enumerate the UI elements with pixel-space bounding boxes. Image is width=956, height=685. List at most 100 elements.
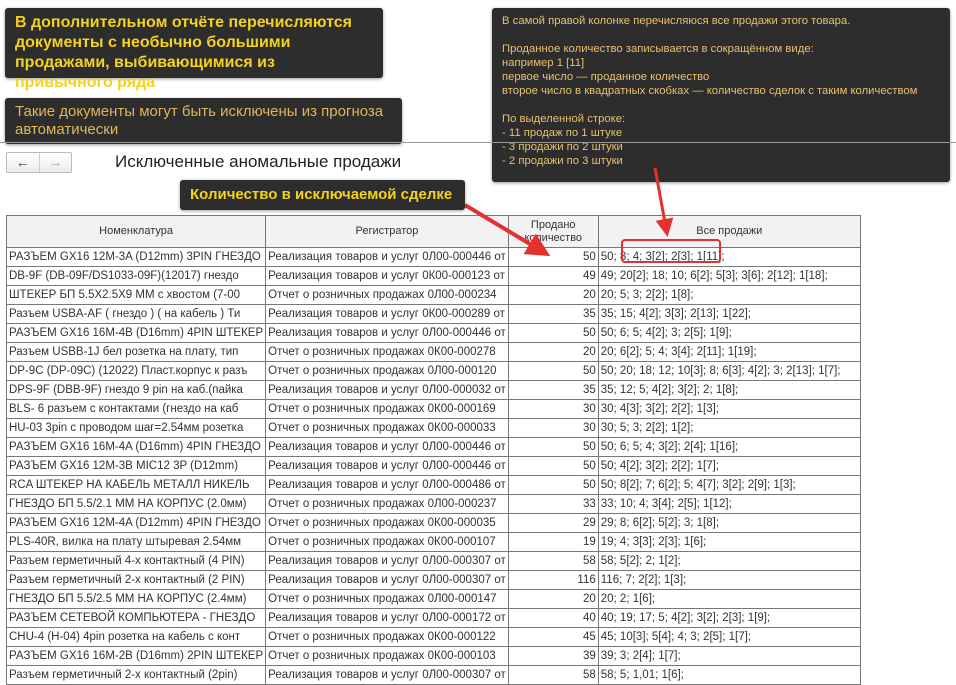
cell-sold-qty: 116 bbox=[507, 570, 599, 590]
cell-sold-qty: 50 bbox=[507, 323, 599, 343]
cell-all-sales: 30; 4[3]; 3[2]; 2[2]; 1[3]; bbox=[597, 399, 861, 419]
cell-nomenclature: RCA ШТЕКЕР НА КАБЕЛЬ МЕТАЛЛ НИКЕЛЬ bbox=[5, 475, 267, 495]
cell-registrator: Отчет о розничных продажах 0К00-000035 bbox=[265, 513, 509, 533]
table-row[interactable]: PLS-40R, вилка на плату штыревая 2.54мм О… bbox=[5, 532, 861, 552]
table-row[interactable]: РАЗЪЕМ СЕТЕВОЙ КОМПЬЮТЕРА - ГНЕЗДО Реализ… bbox=[5, 608, 861, 628]
table-row[interactable]: DP-9C (DP-09C) (12022) Пласт.корпус к ра… bbox=[5, 361, 861, 381]
cell-nomenclature: РАЗЪЕМ GX16 12M-4A (D12mm) 4PIN ГНЕЗДО bbox=[5, 513, 267, 533]
cell-all-sales: 40; 19; 17; 5; 4[2]; 3[2]; 2[3]; 1[9]; bbox=[597, 608, 861, 628]
cell-registrator: Отчет о розничных продажах 0К00-000122 bbox=[265, 627, 509, 647]
table-row[interactable]: RCA ШТЕКЕР НА КАБЕЛЬ МЕТАЛЛ НИКЕЛЬ Реализ… bbox=[5, 475, 861, 495]
cell-registrator: Реализация товаров и услуг 0Л00-000307 о… bbox=[265, 665, 509, 685]
table-row[interactable]: РАЗЪЕМ GX16 16M-4A (D16mm) 4PIN ГНЕЗДО Ре… bbox=[5, 437, 861, 457]
table-row[interactable]: ГНЕЗДО БП 5.5/2.1 ММ НА КОРПУС (2.0мм) От… bbox=[5, 494, 861, 514]
callout-line: например 1 [11] bbox=[502, 57, 585, 69]
cell-sold-qty: 50 bbox=[507, 361, 599, 381]
cell-nomenclature: Разъем герметичный 2-х контактный (2 PIN… bbox=[5, 570, 267, 590]
cell-registrator: Реализация товаров и услуг 0Л00-000446 о… bbox=[265, 437, 509, 457]
callout-line: В самой правой колонке перечисляюся все … bbox=[502, 15, 851, 27]
cell-sold-qty: 58 bbox=[507, 551, 599, 571]
callout-line: второе число в квадратных скобках — коли… bbox=[502, 85, 918, 97]
callout-qty: Количество в исключаемой сделке bbox=[180, 180, 465, 210]
cell-all-sales: 50; 8[2]; 7; 6[2]; 5; 4[7]; 3[2]; 2[9]; … bbox=[597, 475, 861, 495]
cell-all-sales: 35; 15; 4[2]; 3[3]; 2[13]; 1[22]; bbox=[597, 304, 861, 324]
cell-sold-qty: 19 bbox=[507, 532, 599, 552]
cell-registrator: Отчет о розничных продажах 0К00-000107 bbox=[265, 532, 509, 552]
table-row[interactable]: Разъем USBB-1J бел розетка на плату, тип… bbox=[5, 342, 861, 362]
cell-registrator: Отчет о розничных продажах 0К00-000278 bbox=[265, 342, 509, 362]
table-row[interactable]: BLS- 6 разъем с контактами (гнездо на ка… bbox=[5, 399, 861, 419]
cell-all-sales: 50; 6; 5; 4; 3[2]; 2[4]; 1[16]; bbox=[597, 437, 861, 457]
table-row[interactable]: DPS-9F (DBB-9F) гнездо 9 pin на каб.(пай… bbox=[5, 380, 861, 400]
cell-sold-qty: 50 bbox=[507, 247, 599, 267]
cell-all-sales: 29; 8; 6[2]; 5[2]; 3; 1[8]; bbox=[597, 513, 861, 533]
cell-registrator: Реализация товаров и услуг 0К00-000289 о… bbox=[265, 304, 509, 324]
cell-nomenclature: Разъем герметичный 2-х контактный (2pin) bbox=[5, 665, 267, 685]
table-row[interactable]: РАЗЪЕМ GX16 12M-3A (D12mm) 3PIN ГНЕЗДО Ре… bbox=[5, 247, 861, 267]
cell-sold-qty: 58 bbox=[507, 665, 599, 685]
header-all-sales[interactable]: Все продажи bbox=[597, 215, 861, 248]
cell-all-sales: 50; 8; 4; 3[2]; 2[3]; 1[11]; bbox=[597, 247, 861, 267]
cell-nomenclature: РАЗЪЕМ GX16 12M-3B MIC12 3P (D12mm) bbox=[5, 456, 267, 476]
cell-sold-qty: 45 bbox=[507, 627, 599, 647]
cell-nomenclature: РАЗЪЕМ GX16 12M-3A (D12mm) 3PIN ГНЕЗДО bbox=[5, 247, 267, 267]
cell-nomenclature: РАЗЪЕМ GX16 16M-4B (D16mm) 4PIN ШТЕКЕР bbox=[5, 323, 267, 343]
back-arrow-icon[interactable]: ← bbox=[7, 153, 40, 172]
table-row[interactable]: Разъем герметичный 2-х контактный (2pin)… bbox=[5, 665, 861, 685]
cell-nomenclature: ГНЕЗДО БП 5.5/2.1 ММ НА КОРПУС (2.0мм) bbox=[5, 494, 267, 514]
cell-registrator: Реализация товаров и услуг 0Л00-000446 о… bbox=[265, 247, 509, 267]
table-row[interactable]: РАЗЪЕМ GX16 12M-4A (D12mm) 4PIN ГНЕЗДО От… bbox=[5, 513, 861, 533]
cell-all-sales: 20; 5; 3; 2[2]; 1[8]; bbox=[597, 285, 861, 305]
cell-sold-qty: 50 bbox=[507, 475, 599, 495]
cell-nomenclature: РАЗЪЕМ GX16 16M-4A (D16mm) 4PIN ГНЕЗДО bbox=[5, 437, 267, 457]
cell-nomenclature: Разъем USBB-1J бел розетка на плату, тип bbox=[5, 342, 267, 362]
table-row[interactable]: CHU-4 (H-04) 4pin розетка на кабель с ко… bbox=[5, 627, 861, 647]
cell-sold-qty: 40 bbox=[507, 608, 599, 628]
cell-nomenclature: CHU-4 (H-04) 4pin розетка на кабель с ко… bbox=[5, 627, 267, 647]
cell-nomenclature: HU-03 3pin с проводом шаг=2.54мм розетка bbox=[5, 418, 267, 438]
cell-sold-qty: 50 bbox=[507, 456, 599, 476]
callout-exclude: Такие документы могут быть исключены из … bbox=[5, 98, 402, 144]
cell-all-sales: 50; 20; 18; 12; 10[3]; 8; 6[3]; 4[2]; 3;… bbox=[597, 361, 861, 381]
callout-line: Проданное количество записывается в сокр… bbox=[502, 43, 814, 55]
cell-nomenclature: DPS-9F (DBB-9F) гнездо 9 pin на каб.(пай… bbox=[5, 380, 267, 400]
cell-all-sales: 20; 6[2]; 5; 4; 3[4]; 2[11]; 1[19]; bbox=[597, 342, 861, 362]
cell-registrator: Реализация товаров и услуг 0Л00-000486 о… bbox=[265, 475, 509, 495]
table-row[interactable]: РАЗЪЕМ GX16 16M-2B (D16mm) 2PIN ШТЕКЕР От… bbox=[5, 646, 861, 666]
cell-registrator: Отчет о розничных продажах 0К00-000169 bbox=[265, 399, 509, 419]
cell-all-sales: 45; 10[3]; 5[4]; 4; 3; 2[5]; 1[7]; bbox=[597, 627, 861, 647]
table-row[interactable]: HU-03 3pin с проводом шаг=2.54мм розетка… bbox=[5, 418, 861, 438]
cell-nomenclature: DP-9C (DP-09C) (12022) Пласт.корпус к ра… bbox=[5, 361, 267, 381]
cell-nomenclature: ГНЕЗДО БП 5.5/2.5 ММ НА КОРПУС (2.4мм) bbox=[5, 589, 267, 609]
divider bbox=[0, 142, 956, 143]
header-nomenclature[interactable]: Номенклатура bbox=[5, 215, 267, 248]
cell-all-sales: 50; 6; 5; 4[2]; 3; 2[5]; 1[9]; bbox=[597, 323, 861, 343]
cell-sold-qty: 49 bbox=[507, 266, 599, 286]
cell-registrator: Реализация товаров и услуг 0Л00-000307 о… bbox=[265, 551, 509, 571]
table-row[interactable]: ШТЕКЕР БП 5.5X2.5X9 ММ с хвостом (7-00 От… bbox=[5, 285, 861, 305]
cell-registrator: Отчет о розничных продажах 0Л00-000120 bbox=[265, 361, 509, 381]
table-row[interactable]: Разъем герметичный 2-х контактный (2 PIN… bbox=[5, 570, 861, 590]
table-row[interactable]: Разъем USBA-AF ( гнездо ) ( на кабель ) … bbox=[5, 304, 861, 324]
cell-all-sales: 50; 4[2]; 3[2]; 2[2]; 1[7]; bbox=[597, 456, 861, 476]
cell-all-sales: 30; 5; 3; 2[2]; 1[2]; bbox=[597, 418, 861, 438]
forward-arrow-icon[interactable]: → bbox=[48, 154, 63, 170]
table-row[interactable]: РАЗЪЕМ GX16 12M-3B MIC12 3P (D12mm) Реали… bbox=[5, 456, 861, 476]
nav-buttons: ← → bbox=[6, 152, 72, 173]
table-row[interactable]: ГНЕЗДО БП 5.5/2.5 ММ НА КОРПУС (2.4мм) От… bbox=[5, 589, 861, 609]
table-row[interactable]: РАЗЪЕМ GX16 16M-4B (D16mm) 4PIN ШТЕКЕР Ре… bbox=[5, 323, 861, 343]
cell-registrator: Отчет о розничных продажах 0Л00-000147 bbox=[265, 589, 509, 609]
cell-sold-qty: 29 bbox=[507, 513, 599, 533]
cell-registrator: Отчет о розничных продажах 0Л00-000234 bbox=[265, 285, 509, 305]
callout-line: - 11 продаж по 1 штуке bbox=[502, 127, 623, 139]
cell-all-sales: 33; 10; 4; 3[4]; 2[5]; 1[12]; bbox=[597, 494, 861, 514]
table-row[interactable]: DB-9F (DB-09F/DS1033-09F)(12017) гнездо Р… bbox=[5, 266, 861, 286]
header-registrator[interactable]: Регистратор bbox=[265, 215, 509, 248]
cell-registrator: Реализация товаров и услуг 0Л00-000172 о… bbox=[265, 608, 509, 628]
cell-sold-qty: 50 bbox=[507, 437, 599, 457]
cell-nomenclature: PLS-40R, вилка на плату штыревая 2.54мм bbox=[5, 532, 267, 552]
header-sold-qty[interactable]: Продано количество bbox=[507, 215, 599, 248]
callout-line bbox=[502, 98, 940, 112]
table-row[interactable]: Разъем герметичный 4-х контактный (4 PIN… bbox=[5, 551, 861, 571]
cell-all-sales: 19; 4; 3[3]; 2[3]; 1[6]; bbox=[597, 532, 861, 552]
